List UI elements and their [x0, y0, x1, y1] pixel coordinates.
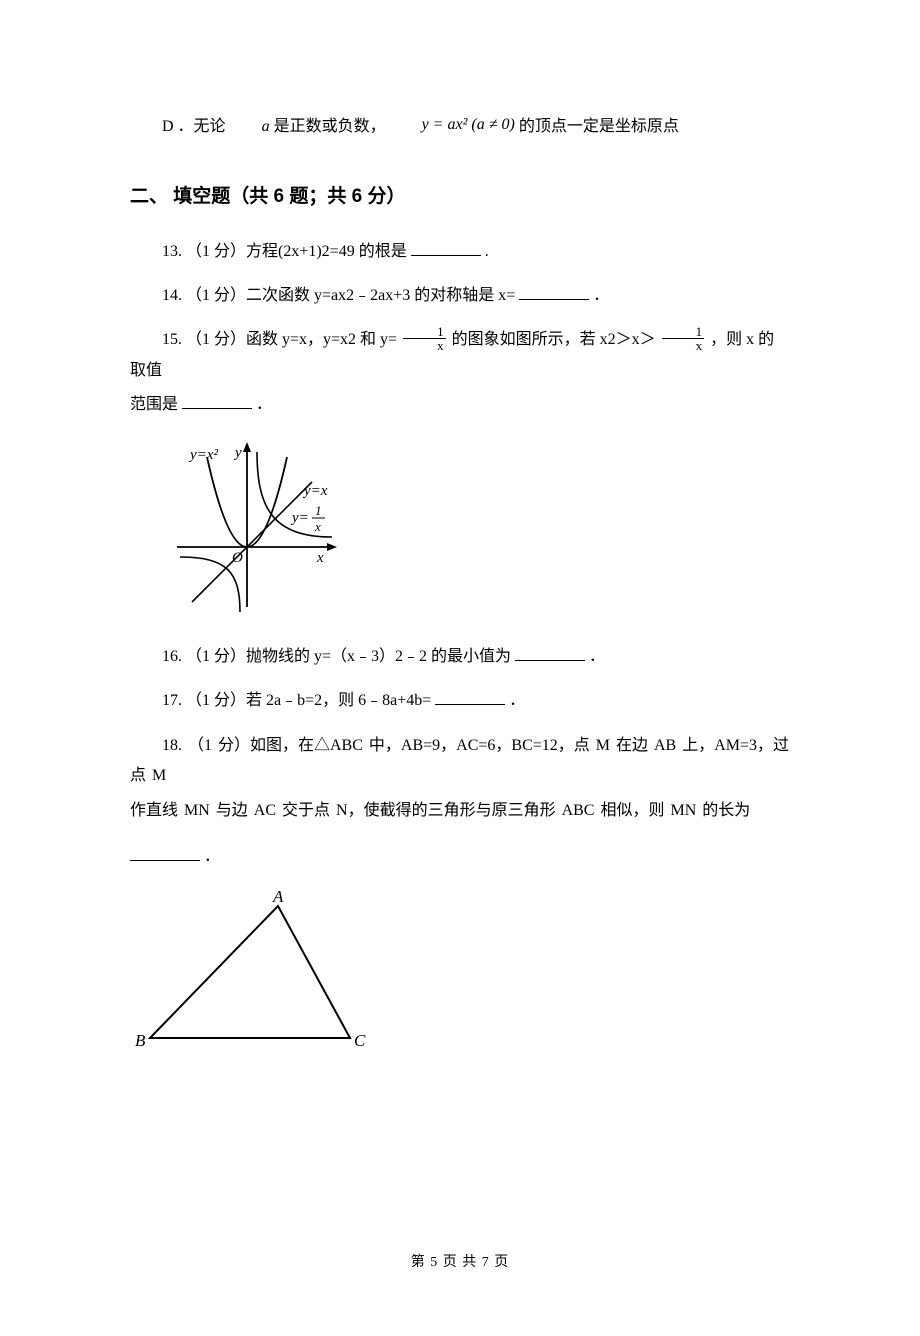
- option-d-tail: 的顶点一定是坐标原点: [519, 118, 679, 135]
- q16-text: 16. （1 分）抛物线的 y=（x﹣3）2﹣2 的最小值为: [162, 648, 511, 665]
- q15-l2-prefix: 范围是: [130, 396, 178, 413]
- label-y1x-den: x: [314, 519, 321, 534]
- label-O: O: [232, 550, 243, 566]
- option-d-label: D ．无论: [162, 118, 230, 135]
- question-13: 13. （1 分）方程(2x+1)2=49 的根是 .: [130, 237, 790, 267]
- q15-frac1-num: 1: [403, 325, 446, 339]
- q15-frac1-den: x: [403, 339, 446, 352]
- question-18-line1: 18. （1 分）如图，在△ABC 中，AB=9，AC=6，BC=12，点 M …: [130, 731, 790, 792]
- label-yx: y=x: [302, 483, 328, 499]
- q18-blank: [130, 844, 200, 861]
- q13-blank: [411, 239, 481, 256]
- question-17: 17. （1 分）若 2a﹣b=2，则 6﹣8a+4b= ．: [130, 686, 790, 716]
- q13-suffix: .: [485, 243, 489, 260]
- triangle-shape: [150, 906, 350, 1038]
- option-d-eq: y = ax² (a ≠ 0): [390, 110, 515, 140]
- x-axis-arrow: [327, 543, 337, 551]
- q15-p2: 的图象如图所示，若 x2＞x＞: [452, 331, 660, 348]
- q15-frac2-num: 1: [662, 325, 705, 339]
- question-16: 16. （1 分）抛物线的 y=（x﹣3）2﹣2 的最小值为 ．: [130, 642, 790, 672]
- q17-blank: [435, 688, 505, 705]
- q15-graph-svg: y=x² y y=x y= 1 x x O: [162, 437, 352, 617]
- q15-frac2: 1 x: [662, 325, 705, 352]
- question-15-line2: 范围是 ．: [130, 390, 790, 420]
- q15-p1: 15. （1 分）函数 y=x，y=x2 和 y=: [162, 331, 401, 348]
- y-axis-arrow: [243, 442, 251, 452]
- q15-frac1: 1 x: [403, 325, 446, 352]
- q16-blank: [515, 644, 585, 661]
- section-title: 二、 填空题（共 6 题；共 6 分）: [130, 179, 790, 215]
- q18-triangle: A B C: [130, 888, 790, 1069]
- label-A: A: [272, 888, 284, 906]
- q15-l2-suffix: ．: [256, 396, 272, 413]
- q15-graph: y=x² y y=x y= 1 x x O: [162, 437, 790, 628]
- label-y1x-num: 1: [315, 503, 322, 518]
- q15-blank: [182, 392, 252, 409]
- label-C: C: [354, 1031, 366, 1050]
- q17-suffix: ．: [509, 692, 525, 709]
- label-yx2: y=x²: [188, 447, 218, 463]
- q18-suffix: ．: [204, 848, 220, 865]
- q15-frac2-den: x: [662, 339, 705, 352]
- q14-text: 14. （1 分）二次函数 y=ax2﹣2ax+3 的对称轴是 x=: [162, 287, 515, 304]
- page-footer: 第 5 页 共 7 页: [130, 1250, 790, 1277]
- question-14: 14. （1 分）二次函数 y=ax2﹣2ax+3 的对称轴是 x= ．: [130, 281, 790, 311]
- q17-text: 17. （1 分）若 2a﹣b=2，则 6﹣8a+4b=: [162, 692, 431, 709]
- option-d-a: a: [230, 112, 270, 142]
- label-x: x: [316, 550, 324, 566]
- question-15-line1: 15. （1 分）函数 y=x，y=x2 和 y= 1 x 的图象如图所示，若 …: [130, 325, 790, 386]
- option-d-mid: 是正数或负数，: [274, 118, 386, 135]
- label-y: y: [233, 445, 242, 461]
- option-d: D ．无论 a 是正数或负数， y = ax² (a ≠ 0) 的顶点一定是坐标…: [130, 112, 790, 143]
- q18-triangle-svg: A B C: [130, 888, 390, 1058]
- q13-text: 13. （1 分）方程(2x+1)2=49 的根是: [162, 243, 407, 260]
- q16-suffix: ．: [589, 648, 605, 665]
- q14-blank: [519, 283, 589, 300]
- label-y1x-prefix: y=: [290, 510, 309, 526]
- question-18-line2: 作直线 MN 与边 AC 交于点 N，使截得的三角形与原三角形 ABC 相似，则…: [130, 796, 790, 826]
- line-y-eq-x: [192, 482, 312, 602]
- label-B: B: [135, 1031, 146, 1050]
- question-18-line3: ．: [130, 842, 790, 872]
- q14-suffix: ．: [593, 287, 609, 304]
